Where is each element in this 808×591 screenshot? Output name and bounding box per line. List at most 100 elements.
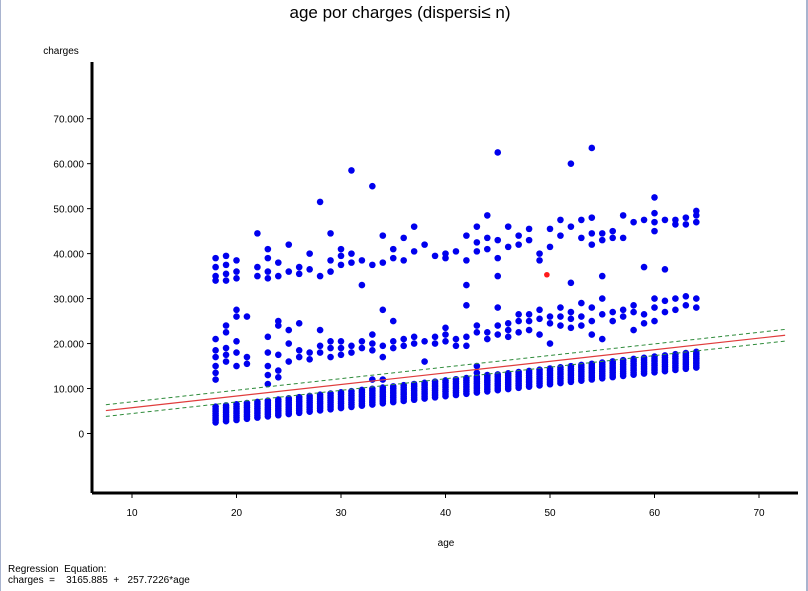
data-point [233, 275, 240, 282]
data-point [484, 234, 491, 242]
data-point [504, 243, 512, 251]
data-point [598, 230, 606, 237]
data-point [463, 342, 470, 350]
data-point [598, 236, 606, 244]
data-point [567, 160, 575, 167]
data-point [609, 358, 616, 365]
data-point [515, 329, 522, 336]
data-point [369, 182, 376, 190]
data-point [337, 245, 345, 253]
regression-equation: Regression Equation: charges = 3165.885 +… [8, 564, 190, 586]
data-point [578, 299, 585, 307]
data-point [546, 320, 554, 327]
data-point [494, 331, 502, 338]
data-point [651, 218, 658, 226]
data-point [515, 317, 522, 325]
data-point [463, 302, 470, 309]
data-point [222, 344, 230, 352]
data-point [295, 263, 303, 271]
regression-equation-text: charges = 3165.885 + 257.7226*age [8, 575, 190, 586]
data-point [212, 403, 219, 410]
data-point [525, 367, 533, 375]
data-point [504, 326, 512, 334]
data-point [431, 340, 439, 347]
y-axis-label: charges [43, 46, 79, 57]
data-point [651, 194, 658, 201]
data-point [473, 223, 481, 230]
data-point [619, 356, 627, 364]
data-point [337, 338, 345, 345]
data-point [295, 270, 303, 278]
data-point [609, 317, 616, 325]
data-point [661, 297, 669, 305]
data-point [410, 223, 418, 230]
data-point [473, 369, 481, 377]
data-point [567, 315, 575, 323]
data-point [473, 248, 481, 255]
data-point [358, 257, 366, 264]
data-point [693, 207, 700, 215]
data-point [640, 354, 648, 362]
data-point [473, 239, 481, 246]
data-point [410, 248, 418, 255]
data-point [452, 375, 460, 383]
data-point [233, 313, 240, 320]
data-point [557, 322, 564, 329]
data-point [327, 344, 334, 352]
data-point [588, 304, 596, 311]
data-point [389, 254, 397, 262]
data-point [254, 263, 261, 271]
data-point [515, 368, 522, 376]
data-point [389, 338, 397, 345]
data-point [546, 225, 554, 233]
data-point [557, 216, 564, 224]
data-point [682, 293, 690, 300]
data-point [546, 243, 554, 251]
data-point [557, 232, 564, 239]
data-point [473, 329, 481, 336]
y-tick-label: 0 [78, 430, 84, 441]
data-point [515, 311, 522, 318]
data-point [494, 322, 502, 329]
data-point [222, 358, 230, 365]
data-point [295, 320, 303, 327]
data-point [473, 322, 481, 329]
data-point [619, 212, 627, 219]
data-point [484, 245, 491, 253]
data-point [431, 333, 439, 341]
data-point [212, 376, 219, 383]
data-point [661, 308, 669, 316]
data-point [233, 362, 240, 370]
data-point [598, 272, 606, 280]
data-point [400, 342, 408, 350]
data-point [693, 304, 700, 311]
data-point [306, 349, 313, 356]
data-point [598, 295, 606, 302]
data-point [525, 326, 533, 334]
data-point [494, 236, 502, 244]
data-point [682, 302, 690, 309]
data-point [337, 261, 345, 269]
data-point [578, 313, 585, 320]
data-point [484, 212, 491, 219]
data-points [212, 144, 700, 426]
data-point [473, 362, 481, 370]
data-point [536, 315, 543, 323]
data-point [630, 302, 637, 309]
data-point [400, 234, 408, 242]
data-point [264, 245, 272, 253]
data-point [254, 272, 261, 280]
data-point [306, 355, 313, 363]
data-point [442, 254, 449, 262]
data-point [546, 365, 554, 372]
data-point [389, 344, 397, 352]
data-point [337, 252, 345, 260]
data-point [651, 227, 658, 235]
data-point [285, 241, 293, 248]
data-point [536, 331, 543, 338]
data-point [672, 306, 679, 314]
data-point [243, 360, 251, 368]
data-point [212, 369, 219, 377]
data-point [682, 214, 690, 221]
